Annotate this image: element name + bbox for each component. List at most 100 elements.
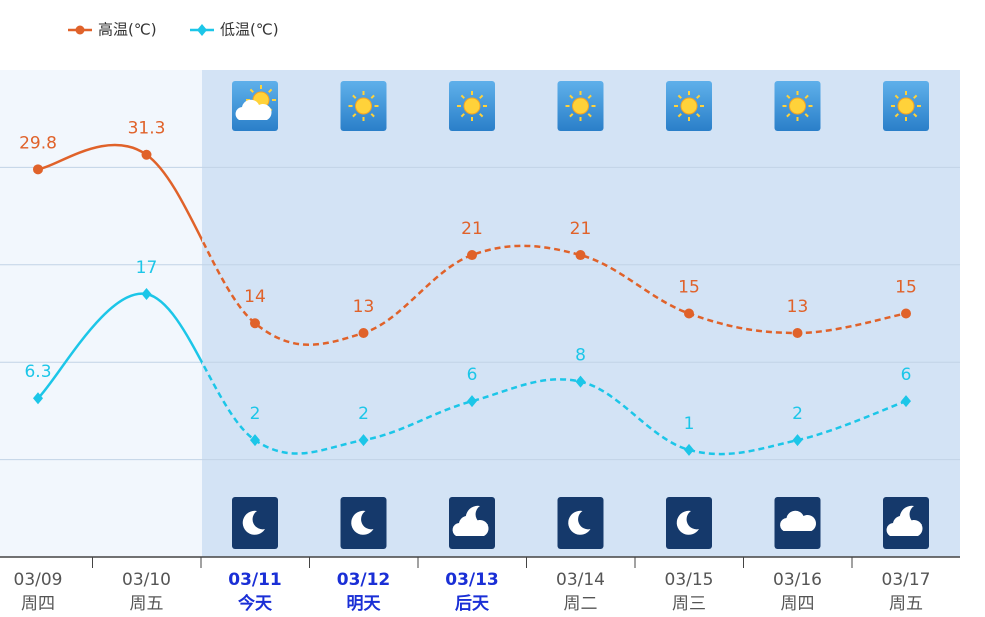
night-icon (340, 497, 387, 549)
icon-bg (666, 497, 712, 549)
day-icon (232, 81, 278, 131)
icon-bg (557, 497, 604, 549)
line-dashed (202, 359, 907, 456)
x-tick-label: 03/13 (445, 570, 499, 590)
marker (141, 288, 152, 301)
sun-ray (696, 94, 701, 99)
legend-marker (75, 25, 85, 35)
past-area (0, 70, 202, 557)
weekday-label: 后天 (455, 594, 490, 614)
legend-marker (197, 24, 207, 36)
sun-ray (569, 94, 574, 99)
weekday-label: 周四 (21, 594, 55, 614)
weekday-label: 明天 (347, 594, 382, 614)
value-label: 31.3 (128, 119, 166, 139)
value-label: 2 (792, 404, 803, 424)
marker (141, 149, 152, 160)
x-tick-label: 03/15 (665, 570, 714, 590)
sun-ray (460, 113, 465, 118)
line-solid (37, 292, 202, 400)
cloud (452, 515, 489, 536)
forecast-area (202, 70, 960, 557)
day-icon (340, 81, 387, 131)
day-icon (666, 81, 712, 131)
sun-ray (894, 94, 899, 99)
marker (901, 395, 911, 408)
sun-ray (804, 113, 809, 118)
day-icon (774, 81, 821, 131)
line-dashed (202, 237, 907, 346)
value-label: 15 (895, 278, 917, 298)
x-tick-label: 03/16 (773, 570, 822, 590)
x-tick-label: 03/14 (556, 570, 605, 590)
value-label: 2 (358, 404, 369, 424)
sun-ray (569, 113, 574, 118)
day-icon (883, 81, 929, 131)
marker (33, 392, 43, 405)
sun-ray (677, 94, 682, 99)
sun-ray (352, 113, 357, 118)
sun (680, 97, 698, 115)
night-icon (449, 497, 495, 549)
sun-ray (479, 113, 484, 118)
day-icon (449, 81, 495, 131)
marker (358, 327, 369, 338)
value-label: 29.8 (19, 133, 57, 153)
sun-ray (677, 113, 682, 118)
x-tick-label: 03/11 (228, 570, 282, 590)
sun-ray (268, 88, 273, 93)
x-tick-label: 03/17 (882, 570, 931, 590)
sun-ray (894, 113, 899, 118)
value-label: 15 (678, 278, 700, 298)
value-label: 6.3 (24, 362, 51, 382)
sun-ray (460, 94, 465, 99)
marker (250, 318, 260, 329)
sun-ray (587, 94, 592, 99)
sun-ray (786, 113, 791, 118)
value-label: 13 (353, 297, 375, 317)
weekday-label: 周三 (672, 594, 706, 614)
sun-ray (249, 88, 254, 93)
value-label: 21 (570, 219, 592, 239)
cloud (780, 510, 816, 531)
night-icon (666, 497, 712, 549)
moon (242, 510, 265, 535)
marker (575, 250, 586, 261)
moon (351, 510, 374, 535)
sun (897, 97, 915, 115)
legend-label: 低温(℃) (220, 21, 279, 39)
sun-ray (352, 94, 357, 99)
sun (789, 97, 806, 115)
value-label: 6 (901, 365, 912, 385)
sun (463, 97, 481, 115)
marker (901, 308, 911, 319)
sun-ray (587, 113, 592, 118)
weekday-label: 今天 (238, 593, 273, 614)
night-icon (232, 497, 278, 549)
value-label: 13 (787, 297, 809, 317)
x-tick-label: 03/10 (122, 570, 171, 590)
x-tick-label: 03/09 (14, 570, 63, 590)
marker (33, 164, 43, 175)
marker (575, 375, 586, 388)
sun (355, 97, 372, 115)
cloud (886, 515, 923, 536)
value-label: 8 (575, 346, 586, 366)
value-label: 21 (461, 219, 483, 239)
sun-ray (370, 113, 375, 118)
weekday-label: 周二 (564, 594, 598, 614)
value-label: 2 (250, 404, 261, 424)
icon-bg (232, 497, 278, 549)
marker (250, 434, 260, 447)
marker (792, 434, 803, 447)
marker (684, 308, 694, 319)
weekday-label: 周五 (889, 594, 923, 614)
icon-bg (340, 497, 387, 549)
sun-ray (479, 94, 484, 99)
line-solid (37, 143, 202, 243)
value-label: 1 (684, 414, 695, 434)
cloud (235, 99, 272, 120)
sun-ray (370, 94, 375, 99)
sun-ray (786, 94, 791, 99)
